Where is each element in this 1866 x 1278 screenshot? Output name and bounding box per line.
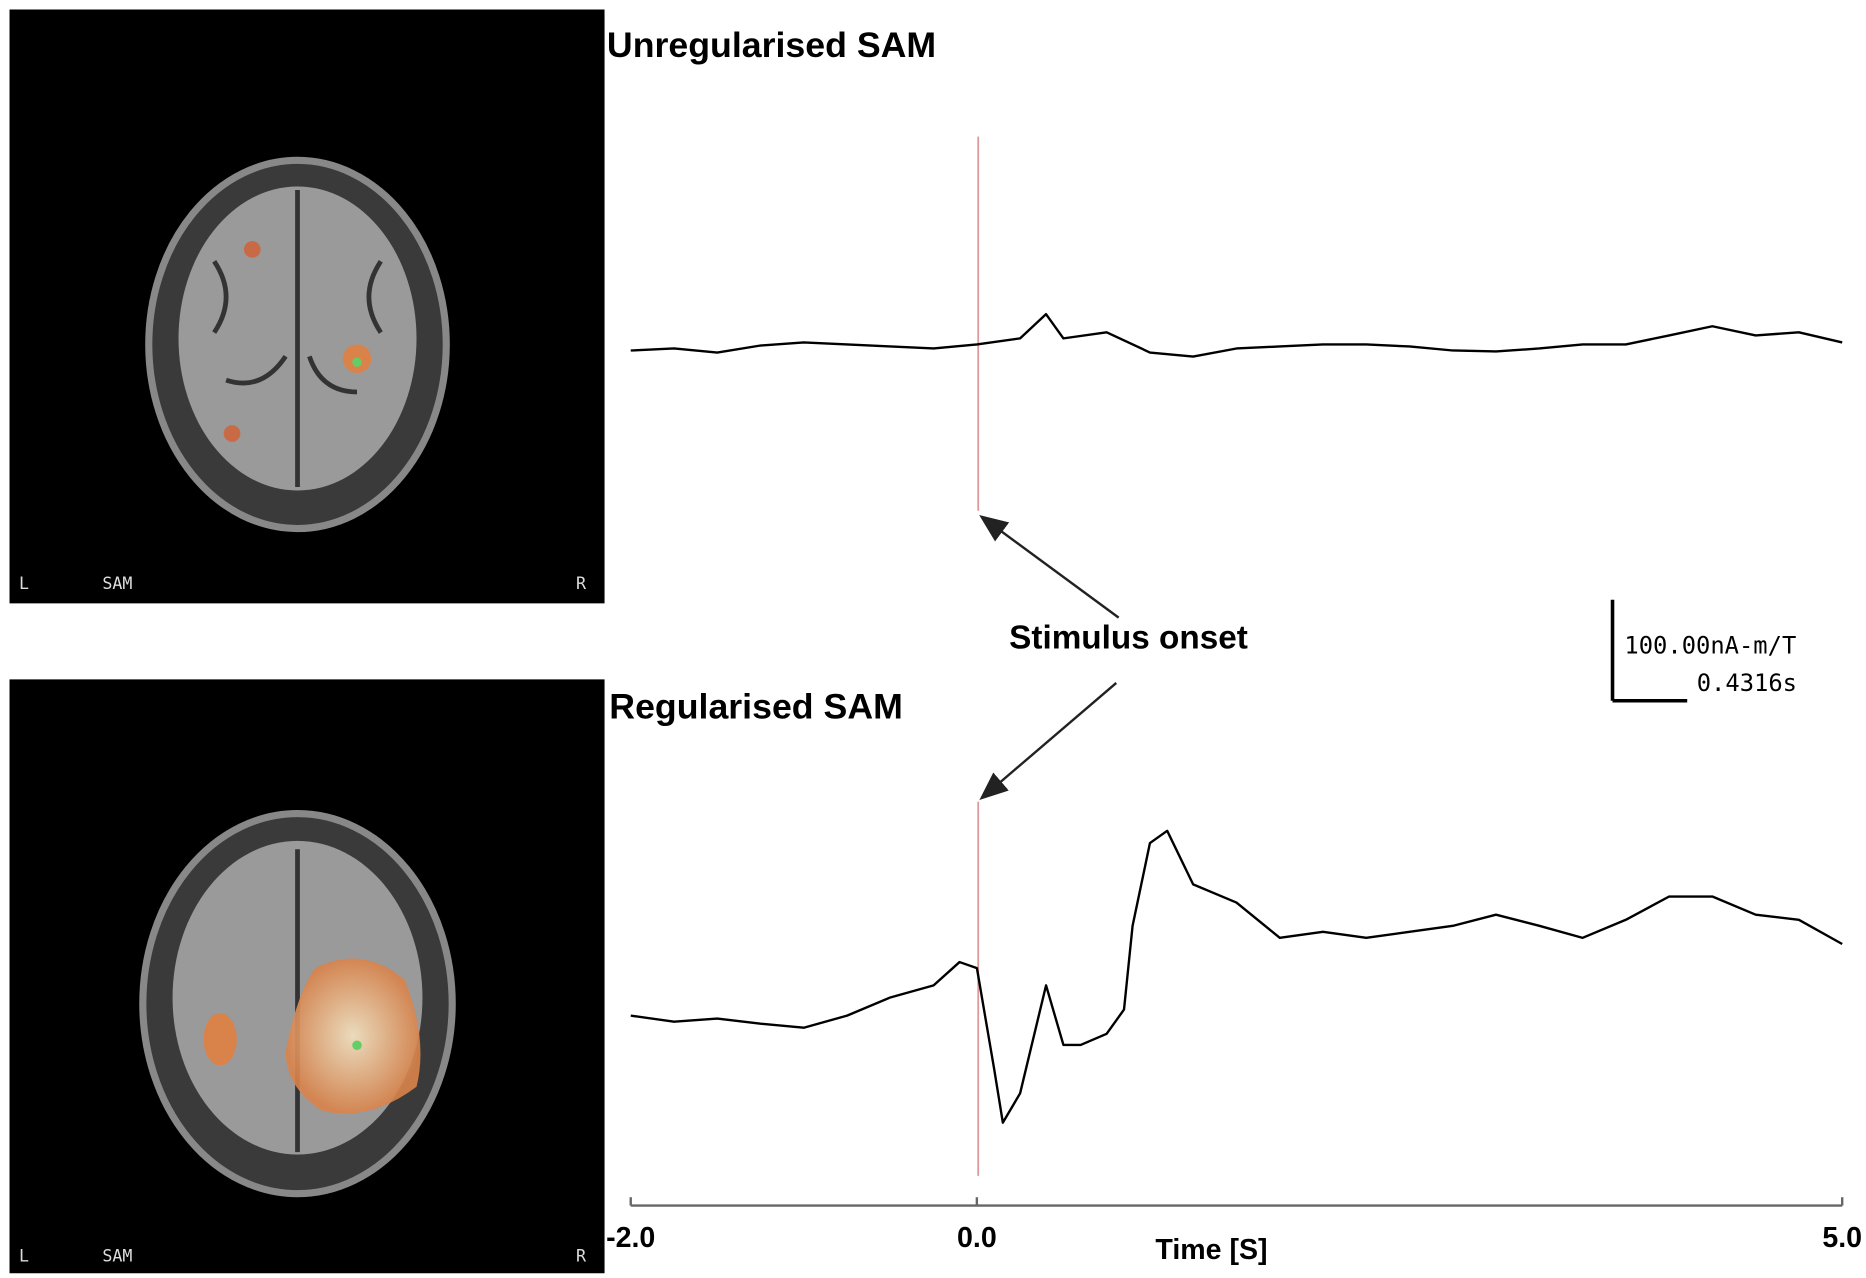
brain-image <box>9 679 605 1274</box>
scale-label: 0.4316s <box>1697 669 1797 697</box>
chart-title: Unregularised SAM <box>607 25 936 65</box>
annotation: Stimulus onset <box>1009 620 1248 657</box>
image-label: R <box>576 1246 587 1265</box>
arrow <box>979 515 1120 619</box>
scale-label: 100.00nA-m/T <box>1624 631 1796 659</box>
chart-title: Regularised SAM <box>609 687 903 727</box>
image-label: SAM <box>102 574 132 593</box>
x-tick-label: 5.0 <box>1822 1222 1862 1254</box>
x-tick-label: 0.0 <box>957 1222 997 1254</box>
x-axis-label: Time [S] <box>1155 1234 1267 1266</box>
image-label: R <box>576 574 587 593</box>
x-tick-label: -2.0 <box>606 1222 655 1254</box>
image-label: L <box>19 574 29 593</box>
trace <box>630 312 1843 358</box>
arrow <box>979 682 1118 801</box>
brain-image <box>9 9 605 604</box>
trace <box>630 829 1843 1124</box>
image-label: SAM <box>102 1246 132 1265</box>
image-label: L <box>19 1246 29 1265</box>
